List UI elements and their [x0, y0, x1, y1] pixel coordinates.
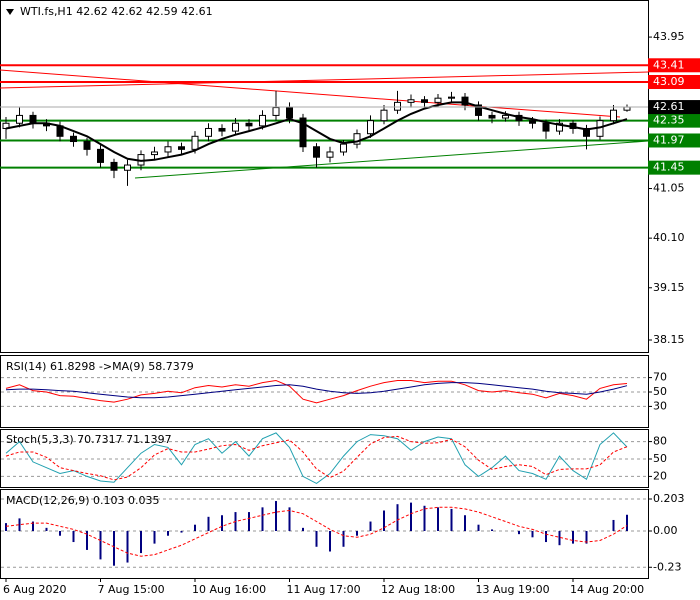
level-label-box [648, 133, 700, 148]
candle-body [272, 107, 280, 116]
y-tick-label: 38.15 [653, 333, 685, 346]
candle-body [259, 114, 266, 127]
main-panel [0, 0, 649, 353]
y-tick-label: 0.203 [653, 492, 685, 505]
candle-body [178, 146, 185, 150]
indicator-line [5, 432, 628, 484]
candle-body [353, 133, 361, 145]
candle-body [164, 146, 172, 153]
level-label-box [648, 113, 700, 128]
x-tick-label: 11 Aug 17:00 [287, 583, 361, 596]
candle-body [97, 148, 104, 163]
candle-body [542, 122, 550, 132]
y-tick-label: 70 [653, 371, 667, 384]
level-label-box [648, 74, 700, 89]
y-tick-label: 0.00 [653, 524, 678, 537]
y-tick-label: 40.10 [653, 231, 685, 244]
candle-body [232, 122, 239, 132]
indicator-line [5, 382, 628, 399]
last-price-box [648, 100, 700, 115]
candle-body [299, 117, 307, 148]
candle-body [529, 120, 536, 124]
x-tick-label: 10 Aug 16:00 [192, 583, 266, 596]
x-tick-label: 6 Aug 2020 [3, 583, 66, 596]
y-tick-label: 20 [653, 469, 667, 482]
last-price-label: 42.61 [653, 100, 685, 113]
candle-body [245, 122, 253, 127]
level-label-box [648, 58, 700, 73]
candle-body [16, 114, 23, 124]
candle-body [110, 161, 118, 171]
level-label: 41.97 [653, 133, 685, 146]
y-tick-label: 80 [653, 435, 667, 448]
candle-body [191, 135, 199, 150]
candle-body [218, 127, 226, 132]
candle-body [610, 109, 617, 122]
x-tick-label: 13 Aug 19:00 [476, 583, 550, 596]
y-tick-label: 50 [653, 452, 667, 465]
candle-body [394, 101, 401, 111]
candle-body [475, 104, 482, 116]
candle-body [461, 96, 469, 106]
indicator-line [5, 379, 628, 404]
candle-body [434, 97, 442, 103]
trend-line [0, 69, 621, 118]
level-label: 43.41 [653, 58, 685, 71]
candle-body [407, 99, 415, 103]
y-tick-label: 41.05 [653, 182, 685, 195]
candle-body [313, 146, 320, 158]
candle-body [70, 135, 77, 143]
panel-title: Stoch(5,3,3) 70.7317 71.1397 [6, 433, 172, 446]
candle-body [448, 96, 455, 99]
candle-body [340, 143, 347, 153]
level-label: 43.09 [653, 75, 685, 88]
y-tick-label: 30 [653, 399, 667, 412]
y-tick-label: 43.95 [653, 30, 685, 43]
level-label: 42.35 [653, 114, 685, 127]
x-tick-label: 7 Aug 15:00 [98, 583, 165, 596]
panel-title: MACD(12,26,9) 0.103 0.035 [6, 494, 160, 507]
candle-body [502, 114, 509, 119]
candle-body [326, 151, 334, 158]
candle-body [124, 164, 131, 171]
level-label: 41.45 [653, 161, 685, 174]
signal-line [5, 506, 628, 557]
candle-body [421, 99, 428, 103]
candle-body [83, 141, 91, 150]
y-tick-label: -0.23 [653, 560, 681, 573]
candle-body [583, 127, 590, 137]
candle-body [205, 127, 212, 137]
x-tick-label: 12 Aug 18:00 [381, 583, 455, 596]
candle-body [151, 151, 158, 156]
trend-line [0, 71, 649, 89]
chart-title: WTI.fs,H1 42.62 42.62 42.59 42.61 [20, 5, 213, 18]
candle-body [367, 120, 374, 135]
y-tick-label: 50 [653, 385, 667, 398]
candle-body [29, 114, 37, 124]
y-tick-label: 39.15 [653, 281, 685, 294]
trend-line [134, 140, 649, 179]
candle-body [488, 114, 496, 119]
macd-panel [0, 489, 649, 579]
candle-body [556, 122, 563, 132]
ma-line [5, 101, 628, 162]
level-label-box [648, 160, 700, 175]
panel-title: RSI(14) 61.8298 ->MA(9) 58.7379 [6, 360, 194, 373]
x-tick-label: 14 Aug 20:00 [570, 583, 644, 596]
candle-body [286, 107, 293, 119]
candle-body [380, 109, 388, 122]
collapse-icon[interactable] [6, 9, 14, 15]
